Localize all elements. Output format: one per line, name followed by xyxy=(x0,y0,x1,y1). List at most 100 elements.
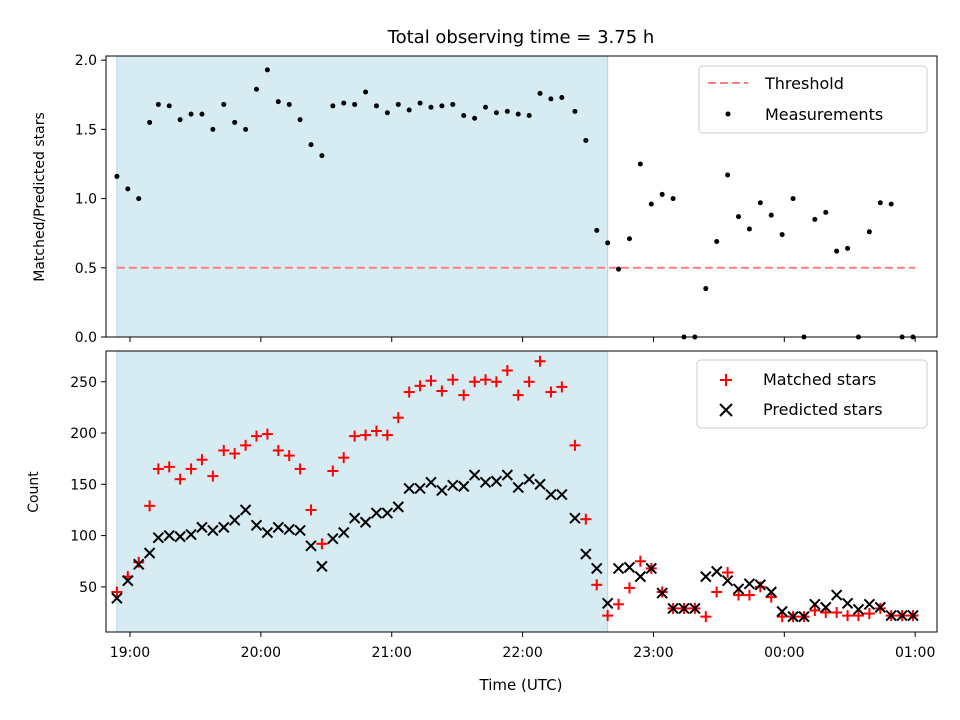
predicted-stars-points xyxy=(111,469,919,623)
measurement-point xyxy=(166,103,172,109)
matched-stars-point xyxy=(490,376,502,388)
top-x-ticks xyxy=(129,337,916,342)
measurement-point xyxy=(264,67,270,73)
matched-stars-point xyxy=(820,607,832,619)
predicted-stars-point xyxy=(143,547,156,559)
matched-stars-point xyxy=(144,500,156,512)
measurement-point xyxy=(637,161,643,167)
matched-stars-point xyxy=(469,376,481,388)
matched-stars-point xyxy=(229,448,241,460)
measurement-point xyxy=(605,240,611,246)
matched-stars-point xyxy=(591,579,603,591)
measurement-point xyxy=(670,196,676,202)
matched-stars-point xyxy=(207,470,219,482)
matched-stars-point xyxy=(842,610,854,622)
measurement-point xyxy=(493,110,499,116)
predicted-stars-point xyxy=(272,521,285,534)
matched-stars-point xyxy=(250,430,262,442)
predicted-stars-point xyxy=(425,476,437,488)
measurement-point xyxy=(834,248,840,254)
matched-stars-point xyxy=(338,452,350,464)
predicted-stars-point xyxy=(645,562,657,575)
predicted-stars-point xyxy=(294,524,306,537)
measurement-point xyxy=(659,191,665,197)
measurement-point xyxy=(221,101,227,107)
predicted-stars-point xyxy=(250,519,263,532)
bottom-legend: Matched stars Predicted stars xyxy=(696,359,928,429)
measurement-point xyxy=(559,95,565,101)
x-tick-label: 23:00 xyxy=(633,645,673,661)
measurement-point xyxy=(243,126,249,132)
bottom-y-tick-label: 250 xyxy=(70,375,97,391)
predicted-stars-point xyxy=(338,526,350,539)
measurement-point xyxy=(537,90,543,96)
legend-predicted-swatch xyxy=(719,403,733,417)
predicted-stars-point xyxy=(261,526,274,539)
top-observing-window-shade xyxy=(116,55,609,338)
predicted-stars-point xyxy=(601,597,614,609)
matched-stars-point xyxy=(185,463,197,475)
measurement-point xyxy=(515,111,521,117)
measurement-point xyxy=(461,113,467,119)
top-y-tick-label: 0.0 xyxy=(75,330,97,346)
measurement-point xyxy=(812,216,818,222)
matched-stars-point xyxy=(403,386,415,398)
predicted-stars-point xyxy=(721,575,734,587)
measurement-point xyxy=(395,101,401,107)
matched-stars-point xyxy=(523,376,535,388)
predicted-stars-point xyxy=(523,473,535,485)
matched-stars-point xyxy=(261,428,273,440)
matched-stars-point xyxy=(765,591,777,603)
predicted-stars-point xyxy=(907,609,919,622)
predicted-stars-point xyxy=(316,560,328,573)
predicted-stars-point xyxy=(218,521,230,534)
matched-stars-points xyxy=(111,355,919,623)
measurement-point xyxy=(616,266,622,272)
top-y-tick-label: 1.0 xyxy=(75,192,97,208)
measurement-point xyxy=(319,153,325,159)
matched-stars-point xyxy=(480,374,492,386)
measurement-point xyxy=(439,103,445,109)
top-y-tick-label: 2.0 xyxy=(75,53,97,69)
top-legend: Threshold Measurements xyxy=(698,65,928,134)
measurement-point xyxy=(341,100,347,106)
predicted-stars-point xyxy=(370,507,383,519)
predicted-stars-point xyxy=(348,512,361,524)
bottom-y-tick-label: 50 xyxy=(79,580,97,596)
measurement-point xyxy=(177,117,183,123)
predicted-stars-point xyxy=(863,598,876,611)
predicted-stars-point xyxy=(490,475,503,487)
measurement-point xyxy=(125,186,131,192)
measurement-point xyxy=(768,212,774,218)
bottom-y-tick-label: 100 xyxy=(70,529,97,545)
matched-stars-point xyxy=(111,586,123,598)
matched-stars-point xyxy=(133,556,145,568)
matched-stars-point xyxy=(240,439,252,451)
predicted-stars-point xyxy=(185,528,197,541)
matched-stars-point xyxy=(174,473,186,485)
legend-matched-label: Matched stars xyxy=(763,370,876,389)
measurement-point xyxy=(725,172,731,178)
matched-stars-point xyxy=(360,429,372,441)
matched-stars-point xyxy=(272,444,284,456)
measurement-point xyxy=(572,108,578,114)
predicted-stars-point xyxy=(556,488,568,501)
matched-stars-point xyxy=(163,461,175,473)
matched-stars-point xyxy=(722,567,734,579)
matched-stars-point xyxy=(556,381,568,393)
predicted-stars-point xyxy=(612,562,625,575)
predicted-stars-point xyxy=(667,602,679,615)
measurement-point xyxy=(155,101,161,107)
measurement-point xyxy=(483,104,489,110)
predicted-stars-point xyxy=(896,609,908,622)
measurement-point xyxy=(594,227,600,233)
predicted-stars-point xyxy=(163,529,175,542)
predicted-stars-point xyxy=(754,579,767,591)
bottom-panel: 50 100 150 200 250 19:00 20:00 21:00 22:00 23:00… xyxy=(26,350,938,694)
measurement-point xyxy=(136,196,142,202)
measurement-point xyxy=(746,226,752,232)
matched-stars-point xyxy=(569,439,581,451)
predicted-stars-point xyxy=(359,516,372,528)
matched-stars-point xyxy=(602,610,614,622)
predicted-stars-point xyxy=(457,480,470,493)
